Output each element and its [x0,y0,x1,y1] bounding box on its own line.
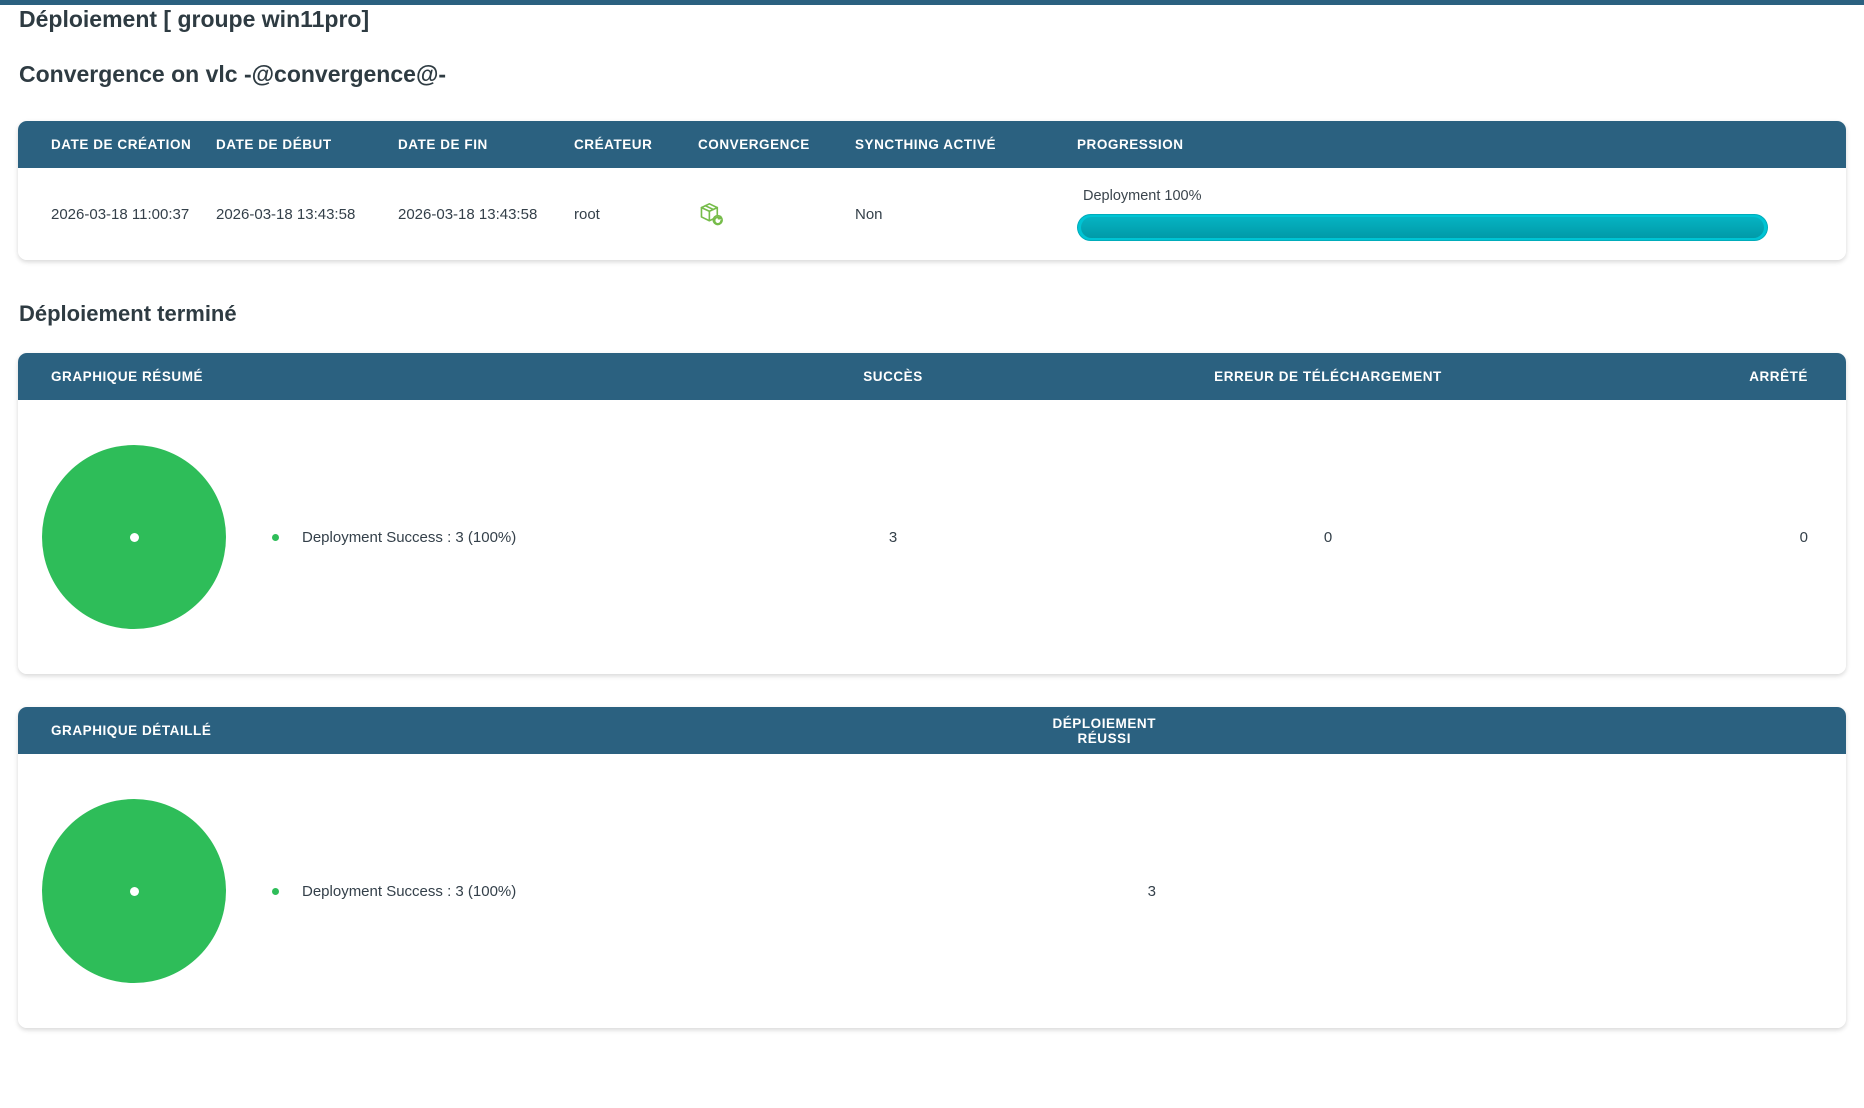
pie-slice-deployment-success [42,799,226,983]
package-sync-icon[interactable] [698,201,855,227]
summary-chart-card: GRAPHIQUE RÉSUMÉ SUCCÈS ERREUR DE TÉLÉCH… [18,353,1846,674]
header-progression: PROGRESSION [1077,137,1184,152]
progress-bar [1077,213,1768,241]
cell-creation-date: 2026-03-18 11:00:37 [51,205,190,223]
top-accent-bar [0,0,1864,5]
cell-syncthing: Non [855,205,883,223]
pie-center-dot [129,532,139,542]
summary-table-header: GRAPHIQUE RÉSUMÉ SUCCÈS ERREUR DE TÉLÉCH… [18,353,1846,400]
detail-legend: Deployment Success : 3 (100%) [250,883,516,900]
detail-table-row: Deployment Success : 3 (100%) 3 [18,754,1846,1028]
detail-pie-chart[interactable] [18,799,250,983]
cell-convergence [698,201,855,227]
header-creation-date: DATE DE CRÉATION [51,137,192,152]
summary-legend-label: Deployment Success : 3 (100%) [302,528,517,546]
summary-legend: Deployment Success : 3 (100%) [250,529,516,546]
page-subtitle: Convergence on vlc -@convergence@- [19,61,447,87]
cell-stopped-count: 0 [1799,528,1808,546]
detail-chart-cell: Deployment Success : 3 (100%) [18,799,1148,983]
cell-creator: root [574,205,600,223]
summary-chart-cell: Deployment Success : 3 (100%) [18,445,708,629]
cell-progression: Deployment 100% [1077,188,1846,241]
cell-download-error-count: 0 [1323,528,1333,546]
progress-label: Deployment 100% [1083,187,1202,204]
pie-center-dot [129,886,139,896]
header-success: SUCCÈS [863,369,923,384]
pie-slice-deployment-success [42,445,226,629]
page-title: Déploiement [ groupe win11pro] [19,6,370,32]
header-summary-graph: GRAPHIQUE RÉSUMÉ [51,369,204,384]
deployment-info-card: DATE DE CRÉATION DATE DE DÉBUT DATE DE F… [18,121,1846,260]
header-start-date: DATE DE DÉBUT [216,137,332,152]
page-content: Déploiement [ groupe win11pro] Convergen… [0,5,1864,1028]
deployment-table-header: DATE DE CRÉATION DATE DE DÉBUT DATE DE F… [18,121,1846,168]
legend-dot-icon [272,533,279,541]
deployment-status-title: Déploiement terminé [19,301,237,326]
header-download-error: ERREUR DE TÉLÉCHARGEMENT [1214,369,1442,384]
cell-end-date: 2026-03-18 13:43:58 [398,205,538,223]
cell-success-count: 3 [888,528,898,546]
detail-table-header: GRAPHIQUE DÉTAILLÉ DÉPLOIEMENT RÉUSSI [18,707,1846,754]
header-syncthing: SYNCTHING ACTIVÉ [855,137,997,152]
cell-start-date: 2026-03-18 13:43:58 [216,205,356,223]
legend-dot-icon [272,887,279,895]
header-end-date: DATE DE FIN [398,137,488,152]
header-stopped: ARRÊTÉ [1749,369,1808,384]
detail-legend-label: Deployment Success : 3 (100%) [302,882,517,900]
detail-chart-card: GRAPHIQUE DÉTAILLÉ DÉPLOIEMENT RÉUSSI De… [18,707,1846,1028]
header-deployment-success: DÉPLOIEMENT RÉUSSI [1052,715,1156,746]
header-detail-graph: GRAPHIQUE DÉTAILLÉ [51,723,212,738]
deployment-table-row: 2026-03-18 11:00:37 2026-03-18 13:43:58 … [18,168,1846,260]
header-convergence: CONVERGENCE [698,137,810,152]
summary-pie-chart[interactable] [18,445,250,629]
cell-deployment-success-count: 3 [1147,882,1156,900]
summary-table-row: Deployment Success : 3 (100%) 3 0 0 [18,400,1846,674]
progress-bar-fill [1081,216,1764,238]
header-creator: CRÉATEUR [574,137,653,152]
